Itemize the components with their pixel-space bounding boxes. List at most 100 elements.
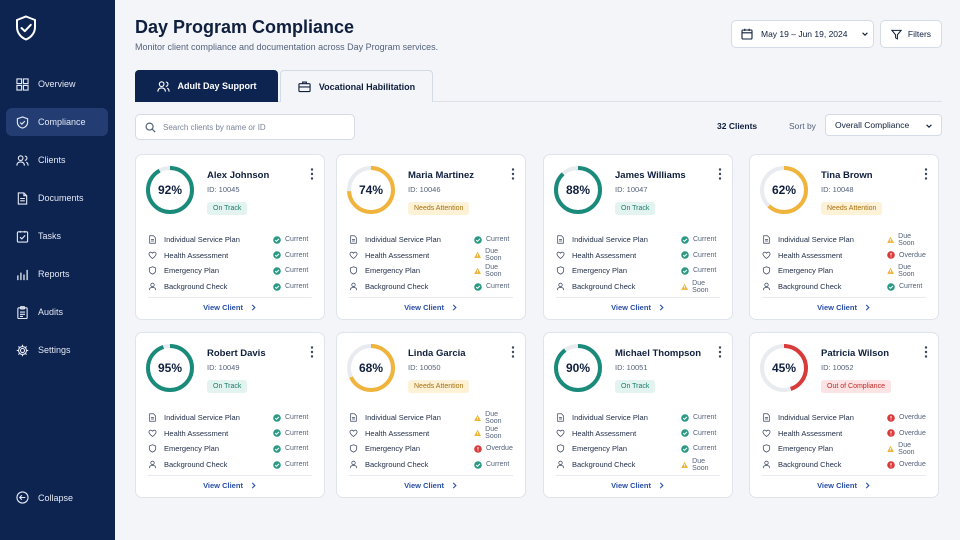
sidebar-item-clients[interactable]: Clients bbox=[6, 146, 108, 174]
status-ok-icon bbox=[273, 251, 281, 260]
status-warn-icon bbox=[474, 252, 481, 259]
requirement-row: Individual Service Plan Current bbox=[148, 232, 312, 248]
requirement-status: Current bbox=[474, 282, 509, 291]
document-icon bbox=[17, 191, 28, 205]
compliance-ring-progress bbox=[554, 344, 602, 392]
requirement-status-text: Due Soon bbox=[692, 279, 709, 294]
requirement-row: Individual Service Plan Due Soon bbox=[762, 232, 926, 248]
requirement-row: Background Check Due Soon bbox=[556, 279, 720, 295]
date-range-picker[interactable]: May 19 – Jun 19, 2024 bbox=[731, 20, 874, 48]
requirement-status-text: Current bbox=[693, 267, 717, 275]
filters-button[interactable]: Filters bbox=[880, 20, 942, 48]
sidebar-item-documents[interactable]: Documents bbox=[6, 184, 108, 212]
status-bad-icon bbox=[887, 413, 895, 422]
requirement-label: Emergency Plan bbox=[164, 444, 220, 454]
tab-adult-day-support[interactable]: Adult Day Support bbox=[135, 70, 278, 102]
requirement-row: Emergency Plan Overdue bbox=[349, 441, 513, 457]
requirement-row: Health Assessment Overdue bbox=[762, 248, 926, 264]
compliance-ring bbox=[760, 166, 808, 214]
date-range-label: May 19 – Jun 19, 2024 bbox=[761, 29, 848, 39]
requirement-status-text: Current bbox=[693, 251, 717, 259]
client-name: Tina Brown bbox=[821, 170, 873, 181]
chevron-right-icon bbox=[251, 304, 256, 311]
more-options-icon[interactable] bbox=[511, 168, 515, 180]
client-name: Maria Martinez bbox=[408, 170, 474, 181]
client-card: 62% Tina Brown ID: 10048 Needs Attention Ind… bbox=[749, 154, 939, 320]
card-divider bbox=[148, 475, 312, 476]
client-card: 90% Michael Thompson ID: 10051 On Track Indi… bbox=[543, 332, 733, 498]
sidebar-item-compliance[interactable]: Compliance bbox=[6, 108, 108, 136]
requirement-label: Background Check bbox=[778, 282, 842, 292]
compliance-ring bbox=[760, 344, 808, 392]
requirement-label: Individual Service Plan bbox=[164, 235, 240, 245]
compliance-percent: 68% bbox=[358, 361, 384, 375]
view-client-label: View Client bbox=[611, 303, 651, 312]
sidebar-item-tasks[interactable]: Tasks bbox=[6, 222, 108, 250]
view-client-link[interactable]: View Client bbox=[136, 303, 324, 312]
client-id: ID: 10045 bbox=[207, 185, 240, 194]
shield-icon bbox=[148, 444, 157, 453]
requirement-status: Due Soon bbox=[887, 442, 926, 456]
sidebar-item-label: Documents bbox=[38, 193, 84, 203]
sidebar-item-label: Overview bbox=[38, 79, 76, 89]
requirement-label: Background Check bbox=[365, 460, 429, 470]
view-client-link[interactable]: View Client bbox=[544, 303, 732, 312]
sidebar-item-overview[interactable]: Overview bbox=[6, 70, 108, 98]
sidebar-item-reports[interactable]: Reports bbox=[6, 260, 108, 288]
view-client-link[interactable]: View Client bbox=[750, 303, 938, 312]
sort-select[interactable]: Overall Compliance bbox=[825, 114, 942, 136]
chevron-down-icon bbox=[926, 124, 932, 128]
requirement-status: Overdue bbox=[887, 251, 926, 260]
status-ok-icon bbox=[681, 429, 689, 438]
client-name: James Williams bbox=[615, 170, 686, 181]
card-divider bbox=[556, 297, 720, 298]
requirement-status-text: Due Soon bbox=[485, 248, 502, 263]
view-client-link[interactable]: View Client bbox=[136, 481, 324, 490]
requirement-status: Current bbox=[681, 445, 716, 453]
users-icon bbox=[16, 154, 29, 166]
requirement-status: Current bbox=[474, 235, 509, 244]
more-options-icon[interactable] bbox=[310, 346, 314, 358]
sidebar-item-audits[interactable]: Audits bbox=[6, 298, 108, 326]
requirement-label: Health Assessment bbox=[164, 250, 229, 260]
search-input[interactable] bbox=[163, 122, 343, 132]
view-client-link[interactable]: View Client bbox=[544, 481, 732, 490]
view-client-label: View Client bbox=[203, 481, 243, 490]
requirement-row: Individual Service Plan Overdue bbox=[762, 410, 926, 426]
status-bad-icon bbox=[474, 445, 482, 453]
sort-value: Overall Compliance bbox=[835, 120, 910, 130]
view-client-link[interactable]: View Client bbox=[750, 481, 938, 490]
requirements-list: Individual Service Plan Current Health Ass… bbox=[556, 410, 720, 472]
requirement-label: Background Check bbox=[778, 460, 842, 470]
more-options-icon[interactable] bbox=[924, 168, 928, 180]
view-client-link[interactable]: View Client bbox=[337, 303, 525, 312]
requirement-status-text: Overdue bbox=[899, 461, 926, 469]
requirement-status-text: Due Soon bbox=[485, 263, 502, 278]
compliance-percent: 92% bbox=[157, 183, 183, 197]
requirement-row: Individual Service Plan Current bbox=[148, 410, 312, 426]
more-options-icon[interactable] bbox=[718, 168, 722, 180]
collapse-button[interactable]: Collapse bbox=[16, 491, 73, 504]
compliance-ring-progress bbox=[347, 166, 395, 214]
status-ok-icon bbox=[474, 460, 482, 469]
requirement-label: Health Assessment bbox=[778, 250, 843, 260]
more-options-icon[interactable] bbox=[511, 346, 515, 358]
more-options-icon[interactable] bbox=[718, 346, 722, 358]
tab-vocational-habilitation[interactable]: Vocational Habilitation bbox=[280, 70, 433, 102]
arrow-left-circle-icon bbox=[16, 491, 29, 504]
sidebar-item-label: Tasks bbox=[38, 231, 62, 241]
requirement-status-text: Current bbox=[285, 429, 309, 437]
requirement-row: Health Assessment Overdue bbox=[762, 426, 926, 442]
status-ok-icon bbox=[681, 445, 689, 453]
requirement-label: Emergency Plan bbox=[572, 444, 628, 454]
more-options-icon[interactable] bbox=[310, 168, 314, 180]
more-options-icon[interactable] bbox=[924, 346, 928, 358]
requirement-label: Individual Service Plan bbox=[365, 413, 441, 423]
requirement-status: Current bbox=[681, 235, 716, 244]
view-client-link[interactable]: View Client bbox=[337, 481, 525, 490]
sidebar-item-settings[interactable]: Settings bbox=[6, 336, 108, 364]
client-card: 95% Robert Davis ID: 10049 On Track Individu… bbox=[135, 332, 325, 498]
client-name: Robert Davis bbox=[207, 348, 266, 359]
requirement-status-text: Due Soon bbox=[485, 426, 502, 441]
requirement-status-text: Overdue bbox=[899, 429, 926, 437]
